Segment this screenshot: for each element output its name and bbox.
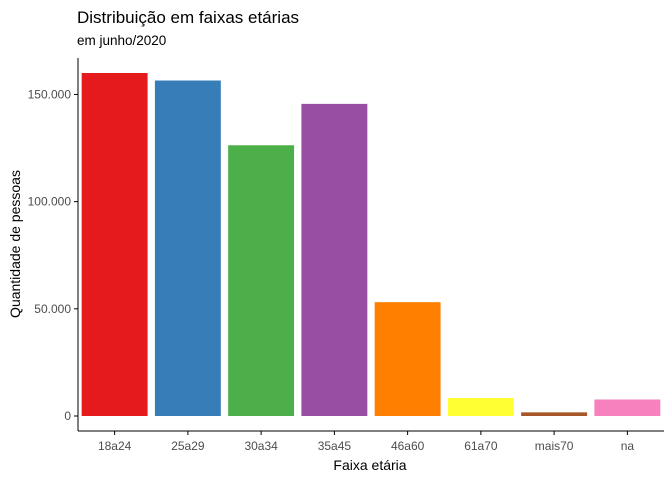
x-tick-label: 46a60 <box>391 439 425 453</box>
bar-25a29 <box>154 80 221 416</box>
bar-30a34 <box>228 145 295 416</box>
bar-mais70 <box>521 412 588 416</box>
chart-title: Distribuição em faixas etárias <box>77 8 299 27</box>
bar-18a24 <box>81 73 148 416</box>
bar-46a60 <box>374 302 441 416</box>
bars-layer <box>81 73 661 416</box>
y-tick-label: 100.000 <box>28 195 72 209</box>
x-axis-title: Faixa etária <box>333 457 406 473</box>
x-tick-label: 61a70 <box>464 439 498 453</box>
chart-subtitle: em junho/2020 <box>77 33 166 48</box>
bar-61a70 <box>447 397 514 416</box>
x-ticks-layer: 18a24 25a29 30a34 35a45 46a60 61a70 mais70 na <box>98 431 634 453</box>
x-tick-label: 18a24 <box>98 439 132 453</box>
x-tick-label: 30a34 <box>244 439 278 453</box>
y-tick-label: 50.000 <box>34 302 71 316</box>
x-tick-label: na <box>621 439 635 453</box>
bar-35a45 <box>301 103 368 416</box>
x-tick-label: mais70 <box>535 439 574 453</box>
bar-na <box>594 399 661 416</box>
y-axis-title: Quantidade de pessoas <box>7 170 23 318</box>
y-tick-label: 150.000 <box>28 87 72 101</box>
y-ticks-layer: 0 50.000 100.000 150.000 <box>28 87 78 423</box>
x-tick-label: 25a29 <box>171 439 205 453</box>
x-tick-label: 35a45 <box>318 439 352 453</box>
y-tick-label: 0 <box>64 409 71 423</box>
